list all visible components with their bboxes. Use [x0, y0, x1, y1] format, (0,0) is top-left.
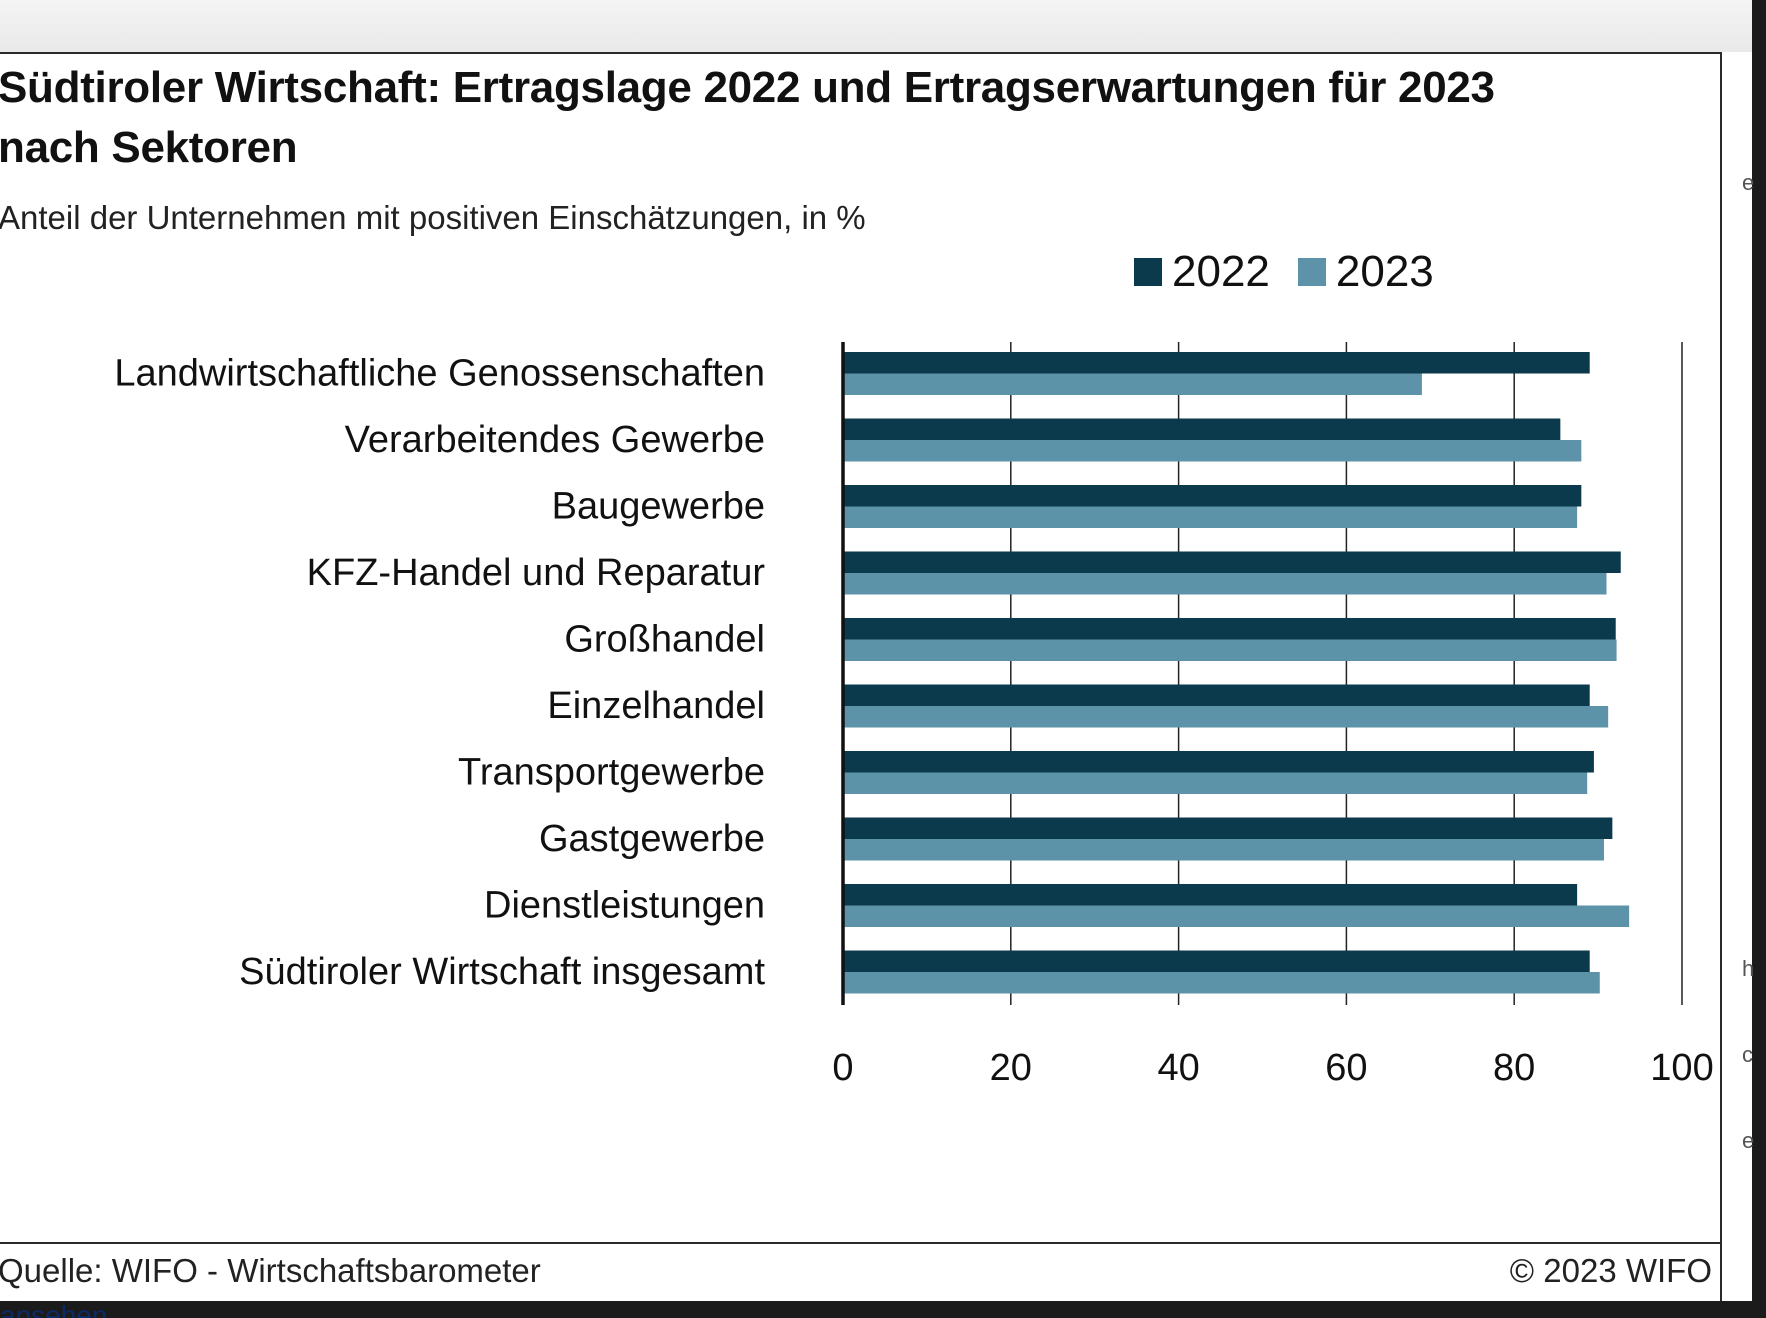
top-rule — [0, 52, 1722, 54]
category-label-2: Baugewerbe — [552, 486, 765, 528]
legend-swatch-2023 — [1297, 258, 1326, 286]
x-tick-label-80: 80 — [1493, 1047, 1535, 1089]
category-label-0: Landwirtschaftliche Genossenschaften — [114, 353, 765, 395]
category-label-6: Transportgewerbe — [458, 752, 765, 794]
category-label-5: Einzelhandel — [547, 685, 765, 727]
bar-2022-2 — [843, 485, 1582, 507]
browser-top-bar — [0, 0, 1752, 52]
bar-2023-7 — [843, 839, 1604, 861]
category-label-1: Verarbeitendes Gewerbe — [345, 419, 765, 461]
x-tick-label-40: 40 — [1157, 1047, 1199, 1089]
bar-2022-9 — [843, 950, 1590, 972]
side-letter-1: e — [1742, 170, 1755, 195]
bar-2022-3 — [843, 551, 1621, 573]
side-letter-2: h — [1742, 956, 1755, 981]
category-label-8: Dienstleistungen — [484, 885, 765, 927]
category-label-3: KFZ-Handel und Reparatur — [307, 552, 766, 594]
bar-2022-6 — [843, 751, 1594, 773]
bar-2022-0 — [843, 352, 1590, 374]
bar-2023-1 — [843, 440, 1582, 462]
chart-panel: Südtiroler Wirtschaft: Ertragslage 2022 … — [0, 52, 1752, 1301]
bar-chart: Landwirtschaftliche Genossenschaften Vera… — [114, 342, 1714, 1089]
bottom-rule — [0, 1242, 1722, 1244]
bar-2023-3 — [843, 573, 1607, 595]
bar-2023-0 — [843, 373, 1422, 395]
bar-2022-4 — [843, 618, 1616, 640]
side-letter-4: e — [1742, 1128, 1755, 1153]
category-label-9: Südtiroler Wirtschaft insgesamt — [239, 951, 765, 993]
legend-label-2023: 2023 — [1335, 247, 1434, 296]
bar-2023-6 — [843, 772, 1588, 794]
chart-title: Südtiroler Wirtschaft: Ertragslage 2022 … — [0, 63, 1495, 172]
legend: 2022 2023 — [1134, 247, 1434, 297]
right-edge-line — [1720, 52, 1730, 1301]
x-tick-label-60: 60 — [1325, 1047, 1367, 1089]
copyright-note: © 2023 WIFO — [1509, 1252, 1712, 1289]
bar-2023-4 — [843, 639, 1617, 661]
bar-2023-5 — [843, 706, 1609, 728]
x-tick-label-100: 100 — [1650, 1047, 1713, 1089]
category-label-4: Großhandel — [564, 619, 765, 661]
legend-swatch-2022 — [1134, 258, 1162, 286]
bar-2022-8 — [843, 884, 1578, 906]
legend-item-2022: 2022 — [1134, 247, 1270, 297]
bar-2022-7 — [843, 817, 1613, 839]
category-label-7: Gastgewerbe — [539, 818, 765, 860]
x-tick-label-0: 0 — [832, 1047, 853, 1089]
bar-2022-5 — [843, 684, 1590, 706]
legend-label-2022: 2022 — [1172, 247, 1270, 296]
x-tick-label-20: 20 — [990, 1047, 1032, 1089]
source-note: Quelle: WIFO - Wirtschaftsbarometer — [0, 1252, 541, 1289]
chart-subtitle: Anteil der Unternehmen mit positiven Ein… — [0, 199, 866, 236]
bar-2023-2 — [843, 506, 1578, 528]
cut-off-link-text[interactable]: ansehen — [0, 1300, 108, 1318]
bar-2022-1 — [843, 418, 1561, 440]
legend-item-2023: 2023 — [1297, 247, 1434, 297]
bar-2023-8 — [843, 905, 1630, 927]
side-letter-3: c — [1742, 1042, 1753, 1067]
bar-2023-9 — [843, 972, 1600, 994]
